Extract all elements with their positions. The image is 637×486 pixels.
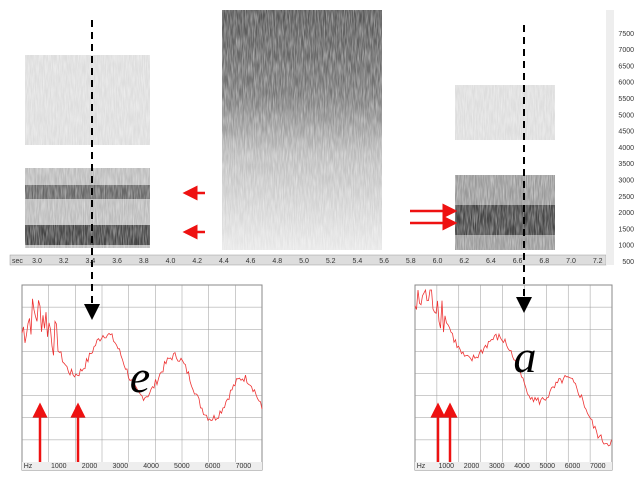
time-tick-label: 6.6 <box>513 258 523 265</box>
time-tick-label: 4.8 <box>272 258 282 265</box>
freq-tick-label: 4000 <box>618 145 634 152</box>
time-tick-label: 6.2 <box>459 258 469 265</box>
freq-tick-label: 7000 <box>618 47 634 54</box>
time-tick-label: 3.0 <box>32 258 42 265</box>
time-tick-label: 5.4 <box>353 258 363 265</box>
spectrum-e: Hz 1000 2000 3000 4000 5000 6000 7000 e <box>21 284 263 471</box>
freq-axis-label: 6000 <box>565 463 581 470</box>
freq-axis-label: 4000 <box>143 463 159 470</box>
plot-frame <box>21 284 263 471</box>
freq-axis-label: 3000 <box>489 463 505 470</box>
time-tick-label: 5.2 <box>326 258 336 265</box>
freq-axis-label: Hz <box>24 463 33 470</box>
freq-axis-label: 1000 <box>51 463 67 470</box>
freq-axis-label: 7000 <box>236 463 252 470</box>
time-unit: sec <box>12 258 23 265</box>
freq-axis-label: 3000 <box>113 463 129 470</box>
freq-tick-label: 500 <box>622 259 634 266</box>
freq-tick-label: 6500 <box>618 63 634 70</box>
axis-strip <box>415 462 612 470</box>
freq-tick-label: 7500 <box>618 31 634 38</box>
vowel-label: a <box>514 331 537 382</box>
time-tick-label: 4.0 <box>166 258 176 265</box>
freq-tick-label: 3500 <box>618 161 634 168</box>
freq-axis-label: Hz <box>417 463 426 470</box>
freq-axis-label: 5000 <box>539 463 555 470</box>
time-tick-label: 3.8 <box>139 258 149 265</box>
time-tick-label: 4.2 <box>192 258 202 265</box>
time-tick-label: 5.6 <box>379 258 389 265</box>
time-tick-label: 3.2 <box>59 258 69 265</box>
time-tick-label: 5.0 <box>299 258 309 265</box>
time-tick-label: 7.0 <box>566 258 576 265</box>
time-tick-label: 3.4 <box>86 258 96 265</box>
freq-tick-label: 3000 <box>618 178 634 185</box>
freq-tick-label: 4500 <box>618 129 634 136</box>
freq-tick-label: 2000 <box>618 210 634 217</box>
time-tick-label: 6.0 <box>433 258 443 265</box>
freq-axis-label: 6000 <box>205 463 221 470</box>
freq-tick-label: 1500 <box>618 226 634 233</box>
freq-tick-label: 5500 <box>618 96 634 103</box>
time-tick-label: 6.8 <box>539 258 549 265</box>
time-tick-label: 5.8 <box>406 258 416 265</box>
vowel-label: e <box>130 351 150 402</box>
axis-strip <box>22 462 262 470</box>
freq-tick-label: 5000 <box>618 112 634 119</box>
freq-axis-label: 4000 <box>514 463 530 470</box>
spectrogram <box>9 10 614 266</box>
freq-axis-label: 5000 <box>174 463 190 470</box>
time-tick-label: 3.6 <box>112 258 122 265</box>
freq-tick-label: 1000 <box>618 243 634 250</box>
freq-tick-label: 6000 <box>618 80 634 87</box>
freq-axis-label: 2000 <box>464 463 480 470</box>
time-tick-label: 6.4 <box>486 258 496 265</box>
spectrum-a: Hz 1000 2000 3000 4000 5000 6000 7000 a <box>414 284 613 471</box>
freq-axis-label: 2000 <box>82 463 98 470</box>
time-tick-label: 4.4 <box>219 258 229 265</box>
time-tick-label: 4.6 <box>246 258 256 265</box>
spectrum-curve <box>21 298 263 422</box>
time-tick-label: 7.2 <box>593 258 603 265</box>
spectrum-curve <box>414 288 612 447</box>
freq-axis-label: 7000 <box>590 463 606 470</box>
freq-axis-label: 1000 <box>438 463 454 470</box>
freq-tick-label: 2500 <box>618 194 634 201</box>
